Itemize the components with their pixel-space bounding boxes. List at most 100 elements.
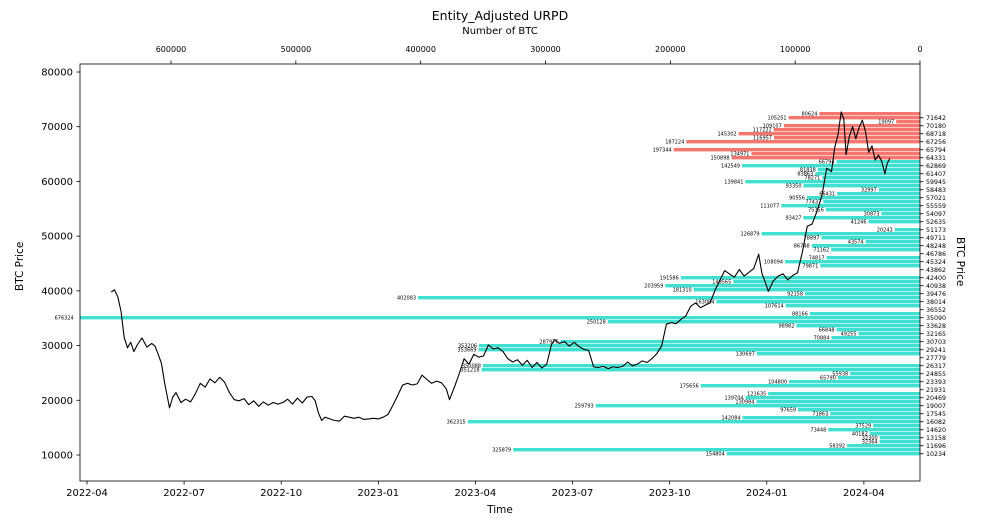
urpd-bar: 98982 [778,324,921,330]
bar-value-label: 70884 [814,336,830,342]
bottom-axis: 2022-04 2022-07 2022-10 2023-01 2023-04 2023-… [66,481,885,499]
right-tick-label: 55559 [926,203,946,210]
urpd-bar: 111077 [760,204,921,210]
right-tick-label: 21931 [926,387,946,394]
right-tick-label: 40938 [926,283,946,290]
left-tick-label: 50000 [41,232,73,243]
left-tick-label: 80000 [41,68,73,79]
urpd-bar: 117222 [753,128,920,134]
right-tick-label: 64331 [926,155,946,162]
bar-value-label: 362315 [447,420,466,426]
bar-rect [819,112,920,116]
urpd-bar: 197344 [653,148,920,154]
right-axis: 7164270180687186725665794643316286961407… [920,115,946,458]
price-line-path [110,111,891,422]
bar-value-label: 350088 [462,364,481,370]
bar-rect [803,184,920,188]
urpd-bar: 43574 [848,240,921,246]
bar-value-label: 402083 [397,296,416,302]
bar-rect [804,292,920,296]
right-tick-label: 33628 [926,323,946,330]
right-tick-label: 29241 [926,347,946,354]
urpd-bar: 97659 [780,408,920,414]
bar-value-label: 73448 [810,428,826,434]
bar-rect [478,348,921,352]
right-tick-label: 62869 [926,163,946,170]
right-tick-label: 59945 [926,179,946,186]
urpd-bar: 139704 [725,396,921,402]
urpd-bar: 287976 [539,340,921,346]
urpd-bar: 154804 [706,452,920,458]
right-tick-label: 43862 [926,267,946,274]
bar-rect [595,404,921,408]
bar-value-label: 287976 [539,340,558,346]
urpd-bar: 325879 [492,448,921,454]
bar-value-label: 117222 [753,128,772,134]
bar-rect [467,420,921,424]
right-tick-label: 61407 [926,171,946,178]
bar-value-label: 98982 [778,324,794,330]
right-tick-label: 70180 [926,123,946,130]
right-tick-label: 58483 [926,187,946,194]
urpd-bar: 150898 [711,156,921,162]
bar-value-label: 81838 [800,168,816,174]
bar-rect [774,136,921,140]
bottom-tick-label: 2023-10 [649,488,691,499]
bar-rect [716,300,921,304]
bottom-tick-label: 2023-07 [552,488,594,499]
bar-value-label: 74817 [809,256,825,262]
urpd-bar: 55938 [832,372,920,378]
bar-value-label: 111077 [760,204,779,210]
urpd-bar: 250128 [587,320,920,326]
bar-rect [809,312,921,316]
bar-rect [836,328,920,332]
bar-value-label: 105251 [768,116,787,122]
urpd-bar: 350088 [462,364,920,370]
right-tick-label: 36552 [926,307,946,314]
bar-rect [806,196,920,200]
bar-rect [745,396,921,400]
urpd-bar: 130697 [736,352,920,358]
bar-value-label: 75356 [808,208,824,214]
bar-value-label: 77437 [805,200,821,206]
urpd-bar: 66848 [819,328,920,334]
urpd-bar: 163084 [695,300,921,306]
bar-value-label: 86748 [794,244,810,250]
urpd-bar: 40182 [852,432,921,438]
urpd-bar: 80624 [801,112,920,118]
bar-rect [821,236,921,240]
bar-rect [482,364,920,368]
bar-value-label: 20243 [877,228,893,234]
bar-rect [803,216,920,220]
urpd-bar: 108094 [764,260,920,266]
bar-rect [781,204,921,208]
top-tick-label: 400000 [405,45,436,54]
bar-value-label: 79871 [802,264,818,270]
bottom-tick-label: 2022-10 [260,488,302,499]
bar-rect [789,380,920,384]
urpd-bar: 92158 [787,292,920,298]
bar-value-label: 187224 [665,140,684,146]
urpd-bar: 187224 [665,140,920,146]
right-tick-label: 23393 [926,379,946,386]
urpd-bar: 351218 [461,368,920,374]
bar-rect [815,172,921,176]
bar-rect [823,200,921,204]
urpd-bar: 353669 [457,348,921,354]
bar-rect [865,240,921,244]
right-tick-label: 71642 [926,115,946,122]
urpd-bar: 32300 [862,436,920,442]
bar-rect [665,284,920,288]
bar-value-label: 163084 [695,300,714,306]
bar-value-label: 175656 [680,384,699,390]
bar-rect [831,336,921,340]
urpd-bar: 175656 [680,384,921,390]
urpd-bar: 181310 [673,288,920,294]
urpd-bar: 130984 [735,400,920,406]
bar-value-label: 109107 [763,124,782,130]
top-tick-label: 300000 [530,45,561,54]
bottom-axis-title: Time [487,504,513,516]
bar-value-label: 32300 [862,436,878,442]
bottom-tick-label: 2024-01 [746,488,788,499]
bar-value-label: 116957 [753,136,772,142]
